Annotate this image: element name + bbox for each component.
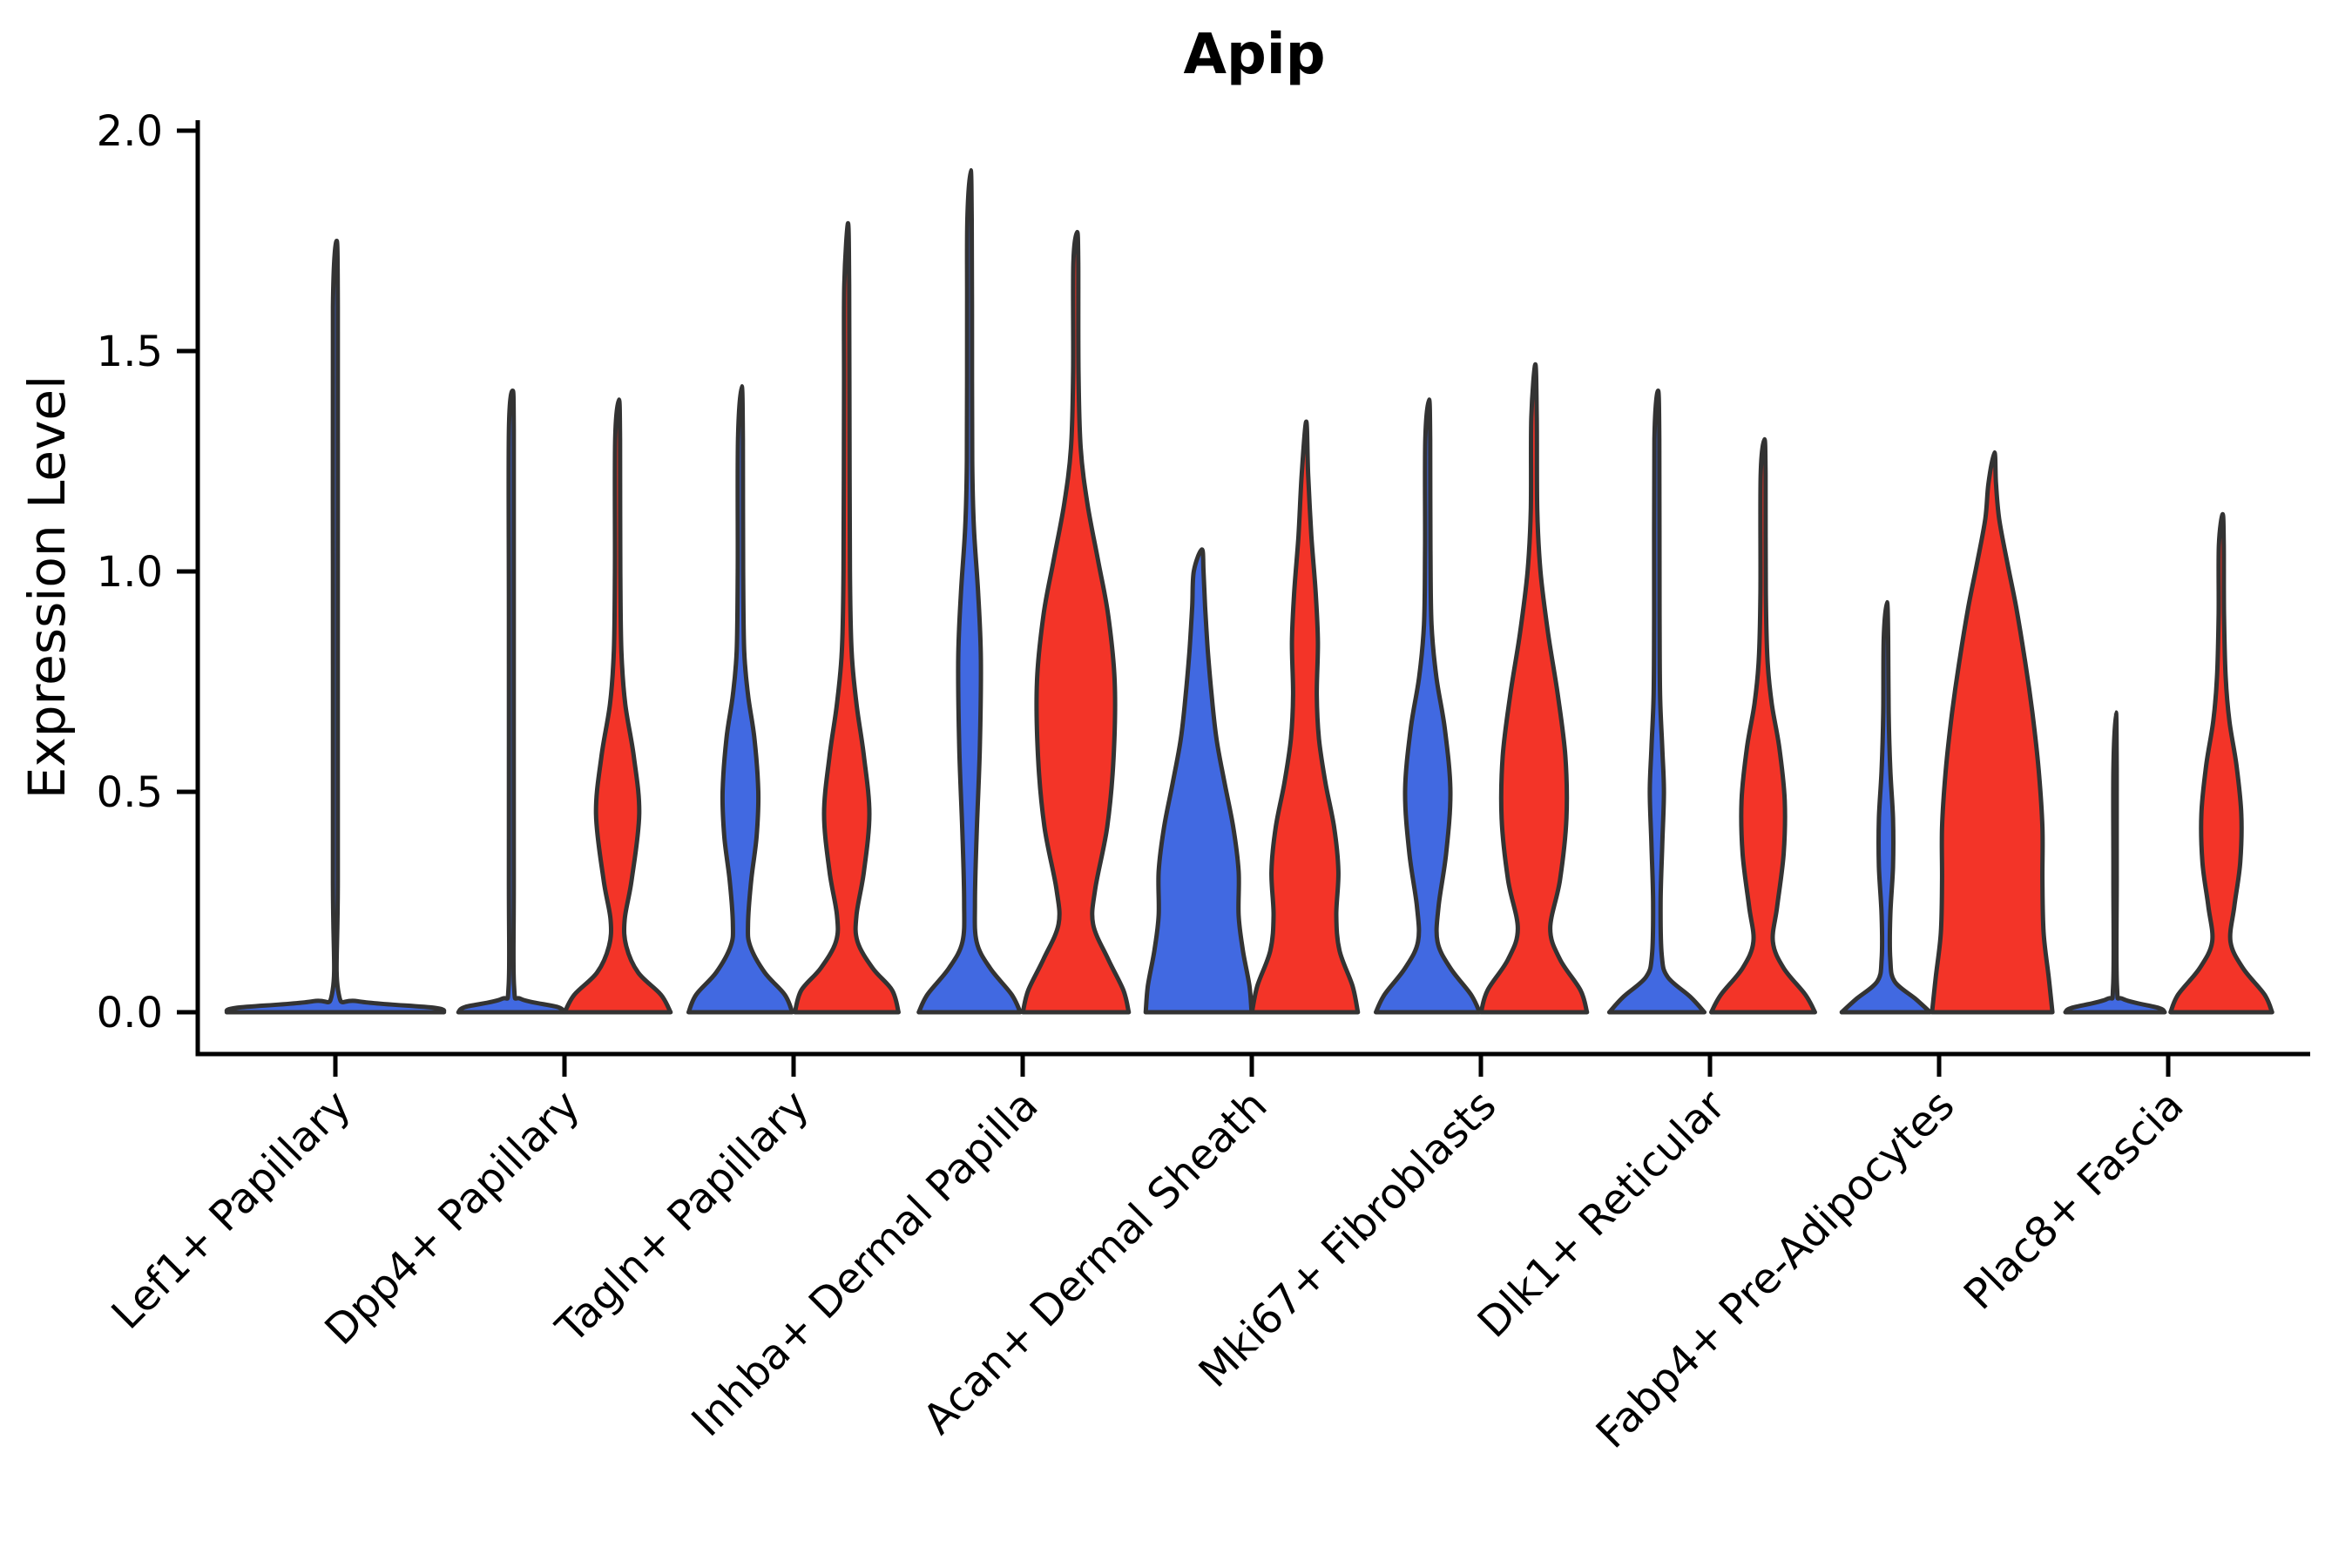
violins-group [224, 168, 2274, 1015]
y-tick-label: 2.0 [97, 107, 163, 156]
x-tick-label: Lef1+ Papillary [103, 1081, 361, 1339]
violin-6-group1 [1606, 389, 1707, 1015]
y-axis-label: Expression Level [17, 375, 77, 799]
violin-1-group1 [456, 389, 567, 1015]
violin-8-group1 [2063, 710, 2167, 1015]
violin-7-group1 [1839, 599, 1933, 1015]
violin-0-single [224, 239, 447, 1015]
y-ticks-group: 0.0 0.5 1.0 1.5 2.0 [97, 107, 198, 1037]
x-tick-label: Dpp4+ Papillary [315, 1081, 589, 1355]
violin-2-group1 [686, 384, 794, 1015]
violin-2-group2 [793, 220, 901, 1015]
x-tick-label: Plac8+ Fascia [1955, 1081, 2193, 1320]
violin-5-group2 [1478, 362, 1590, 1015]
y-tick-label: 0.0 [97, 989, 163, 1037]
violin-3-group1 [916, 168, 1023, 1015]
plot-title: Apip [1183, 23, 1325, 87]
x-tick-label: Tagln+ Papillary [546, 1081, 818, 1353]
violin-1-group2 [562, 397, 673, 1015]
violin-7-group2 [1930, 449, 2055, 1015]
y-tick-label: 1.0 [97, 548, 163, 597]
violin-3-group2 [1020, 229, 1132, 1015]
x-tick-label: Dlk1+ Reticular [1469, 1081, 1735, 1348]
y-tick-label: 0.5 [97, 768, 163, 817]
y-tick-label: 1.5 [97, 328, 163, 376]
violin-5-group1 [1374, 397, 1482, 1015]
violin-8-group2 [2168, 511, 2274, 1015]
violin-4-group2 [1249, 419, 1361, 1015]
violin-6-group2 [1709, 436, 1817, 1015]
violin-4-group1 [1143, 547, 1254, 1015]
